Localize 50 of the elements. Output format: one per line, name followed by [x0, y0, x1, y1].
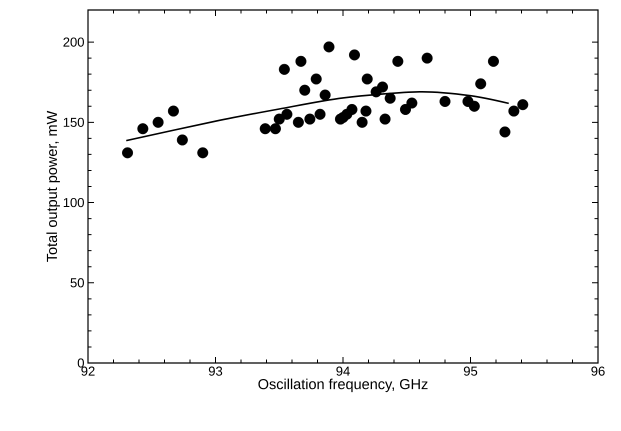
x-tick-label: 93	[208, 366, 222, 376]
x-axis-title: Oscillation frequency, GHz	[258, 378, 428, 392]
point	[488, 56, 499, 67]
point	[299, 84, 310, 96]
point	[314, 108, 326, 120]
point	[468, 100, 480, 112]
point	[499, 126, 510, 138]
point	[346, 104, 358, 115]
point	[320, 90, 331, 101]
point	[384, 92, 396, 104]
point	[304, 114, 316, 125]
point	[292, 116, 304, 128]
point	[356, 116, 368, 128]
point	[400, 104, 411, 115]
point	[295, 56, 306, 67]
point	[281, 108, 292, 120]
point	[517, 99, 528, 110]
point	[392, 56, 404, 67]
point	[422, 52, 433, 64]
point	[380, 114, 391, 125]
point	[168, 106, 179, 117]
point	[362, 73, 373, 84]
y-tick-label: 150	[64, 118, 84, 127]
point	[475, 78, 486, 90]
point	[176, 134, 188, 146]
x-tick-label: 94	[336, 366, 350, 376]
y-tick-label: 100	[64, 198, 84, 208]
point	[406, 98, 418, 109]
y-tick-label: 200	[63, 37, 84, 47]
point	[270, 123, 281, 134]
y-axis-title: Total output power, mW	[46, 110, 60, 262]
point	[508, 106, 520, 117]
x-tick-label: 95	[464, 366, 478, 376]
point	[152, 116, 164, 128]
point	[377, 82, 388, 93]
point	[274, 114, 285, 125]
x-tick-label: 96	[591, 366, 605, 376]
point	[323, 41, 334, 52]
point	[197, 147, 208, 158]
y-tick-label: 0	[78, 358, 84, 368]
point	[440, 96, 451, 107]
x-tick-label: 92	[81, 366, 95, 376]
y-tick-label: 50	[70, 278, 84, 288]
point	[122, 147, 134, 158]
point	[310, 73, 322, 84]
point	[278, 64, 290, 75]
point	[348, 49, 360, 60]
point	[360, 106, 372, 117]
point	[137, 123, 148, 134]
point	[260, 123, 271, 134]
